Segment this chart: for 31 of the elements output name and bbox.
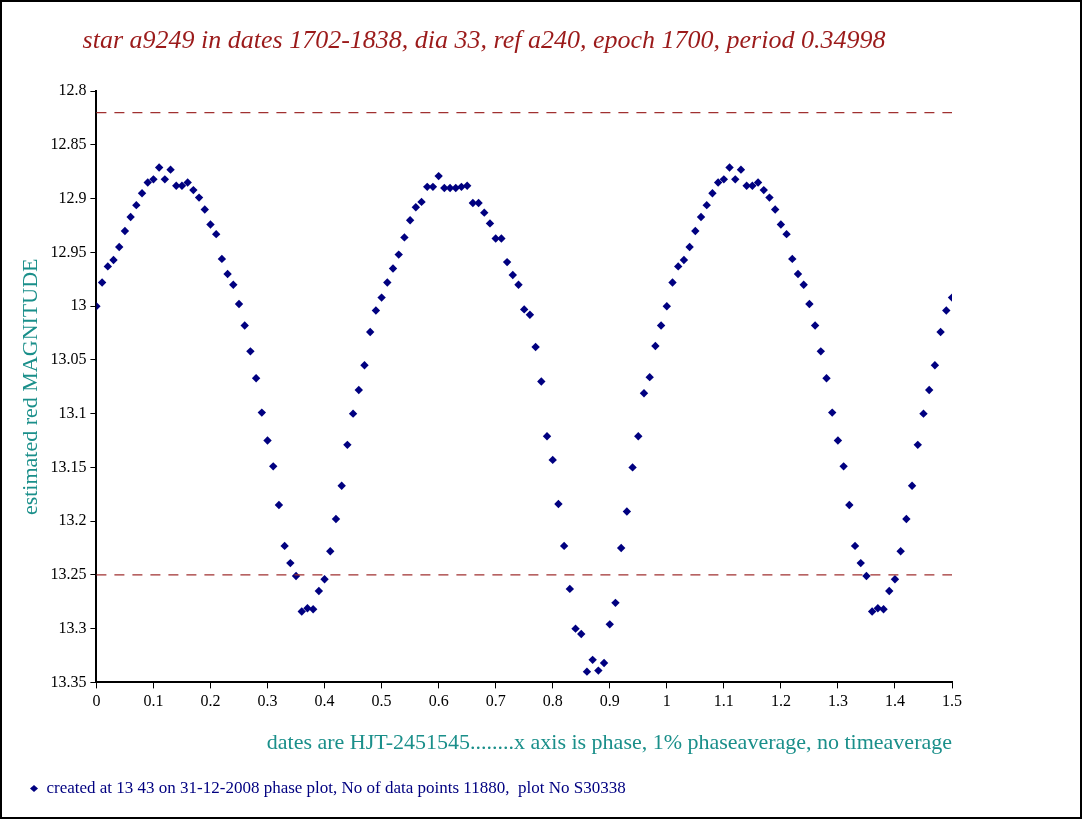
y-tick-label: 12.8 xyxy=(58,81,87,99)
y-tick-label: 12.85 xyxy=(50,135,87,153)
x-tick-label: 1.1 xyxy=(713,692,734,710)
x-tick-label: 0.8 xyxy=(542,692,563,710)
x-tick-label: 0.9 xyxy=(599,692,620,710)
x-tick-label: 1.2 xyxy=(770,692,791,710)
y-tick-label: 13.05 xyxy=(50,350,87,368)
x-tick-label: 0.3 xyxy=(257,692,278,710)
y-tick-label: 13.2 xyxy=(58,511,87,529)
y-tick-label: 13 xyxy=(70,296,87,314)
x-axis-title: dates are HJT-2451545........x axis is phase, 1% phaseaverage, no timeaverage xyxy=(266,728,952,754)
x-tick-label: 0.6 xyxy=(428,692,449,710)
y-tick-label: 13.15 xyxy=(50,457,87,475)
x-tick-label: 0.1 xyxy=(143,692,164,710)
y-axis-title: estimated red MAGNITUDE xyxy=(16,258,42,516)
x-tick-label: 0.4 xyxy=(314,692,335,710)
chart-title: star a9249 in dates 1702-1838, dia 33, ref a240, epoch 1700, period 0.34998 xyxy=(82,25,886,55)
x-tick-label: 0.7 xyxy=(485,692,506,710)
y-tick-label: 13.25 xyxy=(50,565,87,583)
x-tick-label: 1.5 xyxy=(942,692,962,710)
y-tick-label: 13.3 xyxy=(58,618,87,636)
x-tick-label: 1.4 xyxy=(884,692,905,710)
x-tick-label: 0.2 xyxy=(200,692,221,710)
y-tick-label: 12.9 xyxy=(58,188,87,206)
y-tick-label: 13.1 xyxy=(58,403,87,421)
x-tick-label: 0.5 xyxy=(371,692,392,710)
x-tick-label: 0 xyxy=(92,692,101,710)
y-tick-label: 13.35 xyxy=(50,672,87,690)
y-tick-label: 12.95 xyxy=(50,242,87,260)
x-tick-label: 1.3 xyxy=(827,692,848,710)
x-tick-label: 1 xyxy=(662,692,671,710)
